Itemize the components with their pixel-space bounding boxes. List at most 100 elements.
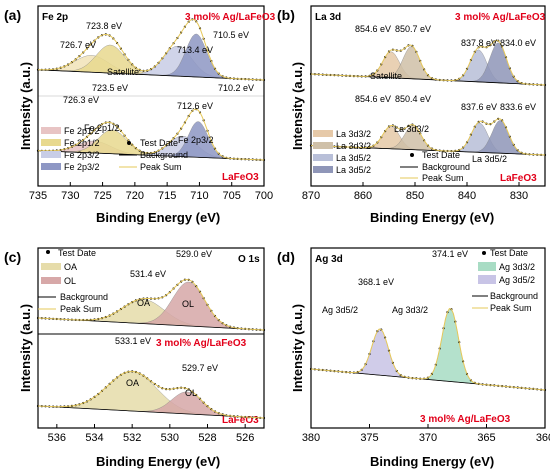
c-tick-label-5: 526 <box>236 432 254 444</box>
c-legend-text-4: Peak Sum <box>60 304 102 314</box>
a-legend-dot <box>127 141 131 145</box>
panel-b-title: La 3d <box>315 12 341 23</box>
a-tick-label-1: 730 <box>61 190 79 202</box>
b-legend-text-2: La 3d5/2 <box>336 153 371 163</box>
b-legend-text-6: Peak Sum <box>422 173 464 183</box>
panel-a-legend: Fe 2p1/2 Fe 2p1/2 Fe 2p3/2 Fe 2p3/2 Test… <box>41 126 188 172</box>
panel-c-peaks <box>36 278 266 420</box>
c-top-label-0: 531.4 eV <box>130 269 166 279</box>
d-legend-text-3: Background <box>490 291 538 301</box>
d-legend-text-0: Test Date <box>490 248 528 258</box>
a-peak-sum-0 <box>38 18 265 81</box>
panel-a-sample-top: 3 mol% Ag/LaFeO3 <box>185 12 276 23</box>
d-legend-swatch-0 <box>478 262 496 271</box>
c-bottom-label-0: 533.1 eV <box>115 336 151 346</box>
c-peak-sum-1 <box>37 370 265 419</box>
d-peak-name-1: Ag 3d3/2 <box>392 305 428 315</box>
d-peak-name-0: Ag 3d5/2 <box>322 305 358 315</box>
b-tick-label-1: 860 <box>354 190 372 202</box>
a-legend-text-3: Fe 2p3/2 <box>64 162 100 172</box>
b-peak-sum-1 <box>311 118 546 156</box>
b-tick-label-4: 830 <box>510 190 528 202</box>
a-tick-label-3: 720 <box>126 190 144 202</box>
panel-d-legend: Test Date Ag 3d3/2 Ag 3d5/2 Background P… <box>472 248 538 313</box>
a-tick-label-7: 700 <box>255 190 273 202</box>
panel-c: (c) O 1s 3 mol% Ag/LaFeO3 LaFeO3 531.4 e… <box>4 247 266 469</box>
panel-a-frame <box>37 5 265 187</box>
a-tick-label-4: 715 <box>158 190 176 202</box>
c-peak-name-oa-bottom: OA <box>126 378 139 388</box>
d-tick-label-1: 375 <box>360 432 378 444</box>
panel-d-title: Ag 3d <box>315 254 343 265</box>
b-tick-label-3: 840 <box>458 190 476 202</box>
panel-b-ylabel: Intensity (a.u.) <box>290 62 305 150</box>
c-tick-label-4: 528 <box>198 432 216 444</box>
c-tick-label-0: 536 <box>48 432 66 444</box>
c-tick-label-3: 530 <box>161 432 179 444</box>
c-peak-sum-0 <box>37 278 265 331</box>
c-tick-label-2: 532 <box>123 432 141 444</box>
a-legend-swatch-2 <box>41 151 61 158</box>
c-legend-text-0: Test Date <box>58 248 96 258</box>
a-legend-swatch-0 <box>41 127 61 134</box>
d-tick-label-2: 370 <box>419 432 437 444</box>
a-satellite-label: Satellite <box>107 67 139 77</box>
b-legend-swatch-3 <box>313 166 333 173</box>
panel-c-sample-bottom: LaFeO3 <box>222 415 259 426</box>
d-legend-text-4: Peak Sum <box>490 303 532 313</box>
b-legend-dot <box>410 153 414 157</box>
d-peak-0-0 <box>310 328 546 391</box>
panel-d-sample: 3 mol% Ag/LaFeO3 <box>420 414 511 425</box>
a-tick-label-6: 705 <box>223 190 241 202</box>
d-peak-sum-0 <box>310 308 546 391</box>
a-tick-label-5: 710 <box>190 190 208 202</box>
b-tick-label-0: 870 <box>302 190 320 202</box>
panel-a-peak-labels: 726.7 eV 723.8 eV 713.4 eV 710.5 eV Sate… <box>60 21 254 145</box>
a-legend-text-1: Fe 2p1/2 <box>64 138 100 148</box>
c-peak-name-ol-bottom: OL <box>185 388 197 398</box>
panel-c-legend: Test Date OA OL Background Peak Sum <box>38 248 108 314</box>
c-legend-text-1: OA <box>64 262 77 272</box>
panel-b-letter: (b) <box>277 7 295 23</box>
panel-b-sample-top: 3 mol% Ag/LaFeO3 <box>455 12 546 23</box>
a-legend-text-6: Peak Sum <box>140 162 182 172</box>
panel-a-ylabel: Intensity (a.u.) <box>18 62 33 150</box>
c-bottom-label-1: 529.7 eV <box>182 363 218 373</box>
panel-a-x-ticks: 735 730 725 720 715 710 705 700 <box>29 182 273 202</box>
b-legend-swatch-0 <box>313 130 333 137</box>
a-legend-text-5: Background <box>140 150 188 160</box>
d-legend-text-1: Ag 3d3/2 <box>499 262 535 272</box>
b-top-label-0: 854.6 eV <box>355 24 391 34</box>
panel-a: (a) Fe 2p 3 mol% Ag/LaFeO3 LaFeO3 726.7 … <box>4 5 276 225</box>
panel-a-sample-bottom: LaFeO3 <box>222 172 259 183</box>
panel-d-xlabel: Binding Energy (eV) <box>370 454 494 469</box>
a-bottom-label-1: 723.5 eV <box>92 83 128 93</box>
b-legend-swatch-2 <box>313 154 333 161</box>
panel-c-letter: (c) <box>4 249 21 265</box>
b-bottom-label-1: 850.4 eV <box>395 94 431 104</box>
a-legend-text-2: Fe 2p3/2 <box>64 150 100 160</box>
b-orbital-label-1: La 3d5/2 <box>472 154 507 164</box>
panel-d-x-ticks: 380 375 370 365 360 <box>302 424 550 444</box>
b-bottom-label-3: 833.6 eV <box>500 102 536 112</box>
panel-a-peaks <box>36 18 266 162</box>
b-legend-text-5: Background <box>422 162 470 172</box>
b-peak-sum-0 <box>310 39 546 86</box>
a-legend-swatch-1 <box>41 139 61 146</box>
c-legend-text-3: Background <box>60 292 108 302</box>
panel-c-peak-labels: 531.4 eV 529.0 eV 533.1 eV 529.7 eV OA O… <box>115 249 218 398</box>
d-tick-label-4: 360 <box>536 432 550 444</box>
panel-d: (d) Ag 3d 3 mol% Ag/LaFeO3 374.1 eV 368.… <box>277 247 550 469</box>
panel-b-peak-labels: 854.6 eV 850.7 eV 837.8 eV 834.0 eV Sate… <box>355 24 536 164</box>
panel-a-xlabel: Binding Energy (eV) <box>96 210 220 225</box>
b-satellite-label: Satellite <box>370 71 402 81</box>
panel-b-frame <box>310 5 546 187</box>
a-legend-text-4: Test Date <box>140 138 178 148</box>
b-legend-text-1: La 3d3/2 <box>336 141 371 151</box>
b-top-label-2: 837.8 eV <box>461 38 497 48</box>
b-bottom-label-2: 837.6 eV <box>461 102 497 112</box>
a-top-label-2: 713.4 eV <box>177 45 213 55</box>
a-orbital-label-1: Fe 2p3/2 <box>178 135 214 145</box>
panel-d-ylabel: Intensity (a.u.) <box>290 304 305 392</box>
